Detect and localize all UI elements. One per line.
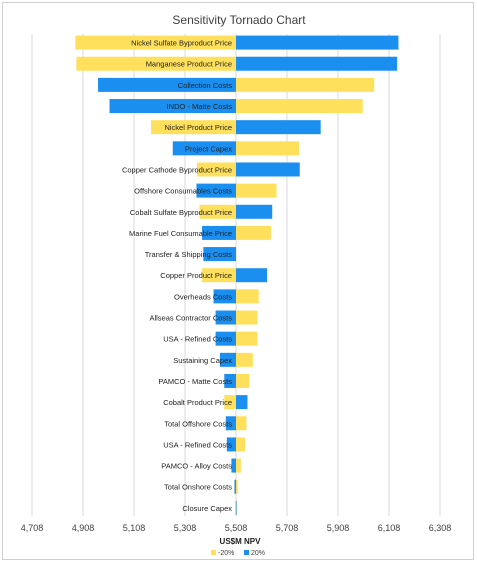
category-label: Total Onshore Costs — [164, 483, 232, 492]
bar-plus-20 — [215, 310, 236, 325]
bar-minus-20 — [199, 204, 236, 219]
bar-plus-20 — [236, 56, 398, 71]
bar-minus-20 — [236, 183, 277, 198]
x-tick-label: 5,108 — [123, 523, 146, 533]
bar-minus-20 — [236, 437, 246, 452]
bar-minus-20 — [236, 141, 299, 156]
x-tick-label: 4,908 — [72, 523, 95, 533]
category-label: Overheads Costs — [174, 292, 232, 301]
bar-minus-20 — [236, 310, 258, 325]
bar-plus-20 — [196, 183, 236, 198]
category-label: Closure Capex — [182, 504, 232, 513]
legend-swatch-minus-20 — [211, 550, 216, 555]
bar-minus-20 — [224, 395, 236, 410]
category-label: PAMCO - Matte Costs — [158, 377, 232, 386]
category-label: USA - Refined Costs — [163, 440, 232, 449]
bar-plus-20 — [172, 141, 236, 156]
bar-plus-20 — [224, 373, 236, 388]
x-tick-label: 5,508 — [225, 523, 248, 533]
bar-minus-20 — [236, 416, 247, 431]
bar-plus-20 — [236, 162, 300, 177]
x-tick-label: 5,308 — [174, 523, 197, 533]
bar-plus-20 — [215, 331, 236, 346]
bar-plus-20 — [213, 289, 236, 304]
bar-minus-20 — [236, 77, 375, 92]
bar-minus-20 — [75, 35, 236, 50]
bar-minus-20 — [236, 458, 241, 473]
category-label: Marine Fuel Consumable Price — [129, 229, 232, 238]
bar-plus-20 — [226, 437, 236, 452]
bar-plus-20 — [225, 416, 236, 431]
bar-plus-20 — [236, 204, 273, 219]
category-label: Offshore Consumables Costs — [134, 187, 232, 196]
category-label: Allseas Contractor Costs — [149, 314, 232, 323]
bar-minus-20 — [196, 162, 236, 177]
bars — [75, 35, 399, 515]
category-label: Transfer & Shipping Costs — [145, 250, 233, 259]
x-tick-label: 6,108 — [378, 523, 401, 533]
category-label: INDO - Matte Costs — [167, 102, 233, 111]
x-axis-title: US$M NPV — [220, 537, 262, 546]
bar-plus-20 — [236, 268, 268, 283]
x-tick-label: 5,708 — [276, 523, 299, 533]
bar-plus-20 — [234, 479, 236, 494]
bar-plus-20 — [235, 500, 237, 515]
bar-plus-20 — [236, 120, 321, 135]
bar-plus-20 — [236, 395, 248, 410]
bar-plus-20 — [231, 458, 236, 473]
legend-swatch-plus-20 — [244, 550, 249, 555]
x-tick-label: 6,308 — [429, 523, 452, 533]
legend-label-minus-20: -20% — [218, 550, 234, 557]
bar-minus-20 — [236, 352, 253, 367]
category-label: Total Offshore Costs — [164, 419, 232, 428]
bar-plus-20 — [109, 99, 236, 114]
chart-title: Sensitivity Tornado Chart — [172, 13, 306, 27]
category-label: PAMCO - Alloy Costs — [161, 462, 232, 471]
category-label: Sustaining Capex — [173, 356, 232, 365]
category-label: Copper Product Price — [160, 271, 232, 280]
bar-plus-20 — [202, 225, 236, 240]
category-label: Nickel Sulfate Byproduct Price — [131, 39, 232, 48]
bar-plus-20 — [236, 35, 399, 50]
bar-minus-20 — [76, 56, 237, 71]
category-label: Nickel Product Price — [164, 123, 232, 132]
category-label: Cobalt Sulfate Byproduct Price — [130, 208, 232, 217]
category-label: Manganese Product Price — [146, 60, 232, 69]
bar-plus-20 — [98, 77, 236, 92]
bar-minus-20 — [236, 331, 258, 346]
category-labels: Nickel Sulfate Byproduct Price Manganese … — [122, 39, 232, 513]
category-label: Collection Costs — [178, 81, 232, 90]
category-label: USA - Refined Costs — [163, 335, 232, 344]
legend-label-plus-20: 20% — [251, 550, 265, 557]
legend: -20% 20% — [211, 550, 265, 557]
bar-minus-20 — [236, 479, 238, 494]
x-tick-labels: 4,708 4,908 5,108 5,308 5,508 5,708 5,908 6,108… — [21, 523, 452, 533]
x-tick-label: 4,708 — [21, 523, 44, 533]
bar-minus-20 — [236, 99, 363, 114]
bar-minus-20 — [202, 268, 236, 283]
bar-plus-20 — [219, 352, 236, 367]
bar-minus-20 — [236, 225, 271, 240]
tornado-chart: Sensitivity Tornado Chart Nickel Sulfate… — [21, 13, 452, 557]
bar-minus-20 — [236, 289, 259, 304]
chart-frame: Sensitivity Tornado Chart Nickel Sulfate… — [2, 2, 474, 560]
category-label: Cobalt Product Price — [163, 398, 232, 407]
bar-minus-20 — [151, 120, 236, 135]
bar-minus-20 — [236, 373, 250, 388]
x-tick-label: 5,908 — [327, 523, 350, 533]
category-label: Copper Cathode Byproduct Price — [122, 165, 232, 174]
bar-plus-20 — [203, 247, 236, 262]
category-label: Project Capex — [185, 144, 232, 153]
